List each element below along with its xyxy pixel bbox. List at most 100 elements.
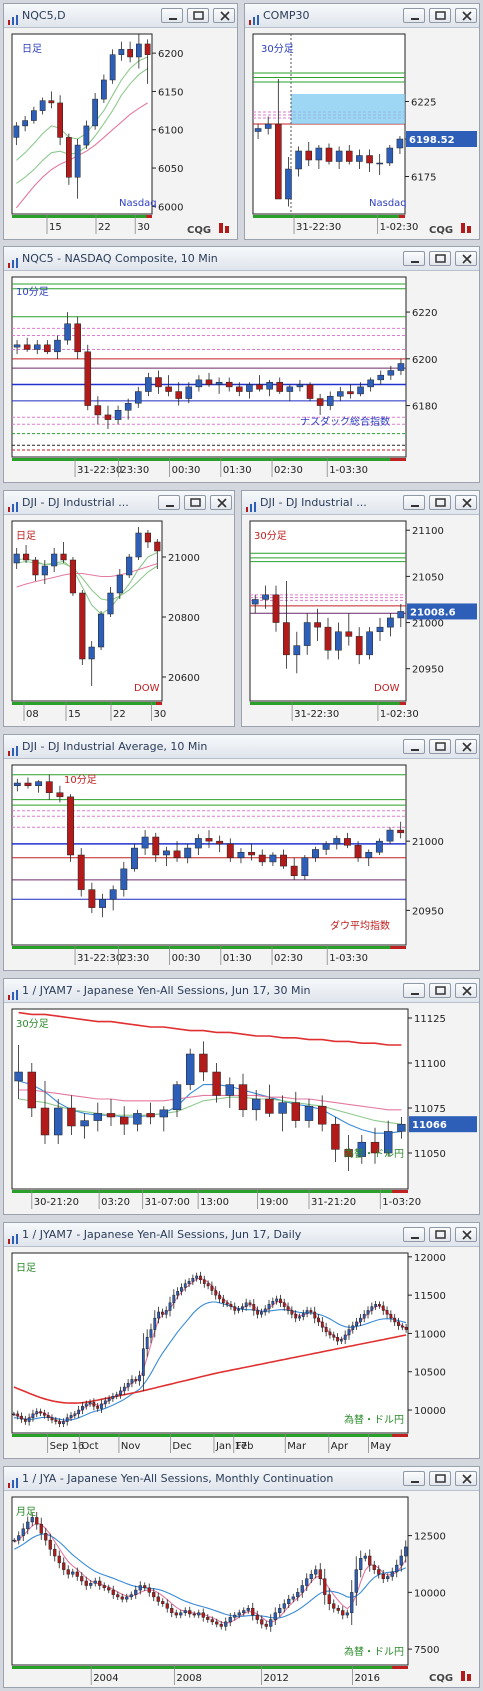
- restore-button[interactable]: [429, 8, 451, 23]
- candle: [172, 1081, 182, 1117]
- candle: [267, 1299, 271, 1314]
- restore-button[interactable]: [429, 495, 451, 510]
- candle: [44, 1527, 48, 1546]
- chart-app-icon: [8, 253, 18, 268]
- title-bar[interactable]: NQC5,D: [4, 4, 237, 28]
- close-button[interactable]: [210, 495, 232, 510]
- chart-window-jya-monthly[interactable]: 1 / JYA - Japanese Yen-All Sessions, Mon…: [3, 1466, 480, 1688]
- candle: [273, 1607, 277, 1626]
- chart-canvas[interactable]: 11050 11075 11100 11125 30-21:20 03:20 31-07:0…: [4, 979, 479, 1214]
- minimize-button[interactable]: [403, 983, 425, 998]
- candle: [31, 106, 37, 124]
- close-button[interactable]: [455, 739, 477, 754]
- plot-area[interactable]: [11, 1008, 409, 1190]
- candle: [301, 855, 309, 880]
- plot-area[interactable]: [11, 1252, 409, 1434]
- restore-icon: [435, 254, 446, 263]
- y-tick-label: 20600: [168, 673, 200, 684]
- close-button[interactable]: [455, 1471, 477, 1486]
- y-tick-label: 21000: [412, 619, 444, 630]
- candle: [300, 1580, 304, 1598]
- chart-canvas[interactable]: 6000 6050 6100 6150 6200 15 22 30 日足 Nasdaq CQG: [4, 4, 237, 239]
- plot-area[interactable]: [11, 33, 153, 215]
- close-button[interactable]: [455, 1227, 477, 1242]
- session-bar-active: [390, 946, 406, 949]
- chart-canvas[interactable]: 20600 20800 21000 08 15 22 30 日足 DOW: [4, 491, 234, 726]
- close-button[interactable]: [455, 983, 477, 998]
- minimize-button[interactable]: [403, 1471, 425, 1486]
- timeframe-label: 日足: [16, 530, 36, 542]
- candle: [22, 115, 28, 132]
- title-bar[interactable]: NQC5 - NASDAQ Composite, 10 Min: [4, 247, 479, 271]
- candle: [98, 611, 105, 650]
- title-bar[interactable]: 1 / JYA - Japanese Yen-All Sessions, Mon…: [4, 1467, 479, 1491]
- x-tick-label: 31-22:30: [296, 222, 341, 233]
- candle: [404, 1540, 408, 1563]
- candle: [377, 1565, 381, 1579]
- chart-canvas[interactable]: 61756200622531-22:301-02:3030分足Nasdaq619…: [245, 4, 479, 239]
- title-bar[interactable]: 1 / JYAM7 - Japanese Yen-All Sessions, J…: [4, 979, 479, 1003]
- close-button[interactable]: [455, 495, 477, 510]
- candle: [135, 527, 142, 560]
- minimize-button[interactable]: [403, 251, 425, 266]
- minimize-button[interactable]: [403, 495, 425, 510]
- moving-average-line: [15, 102, 148, 209]
- chart-window-dji-30min[interactable]: DJI - DJ Industrial ... 20950 21000 21050 21…: [241, 490, 480, 727]
- session-bar: [12, 458, 406, 461]
- close-button[interactable]: [455, 251, 477, 266]
- chart-window-jyam7-daily[interactable]: 1 / JYAM7 - Japanese Yen-All Sessions, J…: [3, 1222, 480, 1459]
- candle: [115, 1391, 119, 1400]
- title-bar[interactable]: DJI - DJ Industrial ...: [4, 491, 234, 515]
- chart-window-dji-10min[interactable]: DJI - DJ Industrial Average, 10 Min 20950…: [3, 734, 480, 971]
- title-bar[interactable]: DJI - DJ Industrial Average, 10 Min: [4, 735, 479, 759]
- chart-window-comp30[interactable]: COMP3061756200622531-22:301-02:3030分足Nas…: [244, 3, 480, 240]
- restore-button[interactable]: [184, 495, 206, 510]
- close-button[interactable]: [455, 8, 477, 23]
- title-bar[interactable]: COMP30: [245, 4, 479, 28]
- chart-window-nqc5-10min[interactable]: NQC5 - NASDAQ Composite, 10 Min 6180 6200 6…: [3, 246, 480, 483]
- chart-window-dji-daily[interactable]: DJI - DJ Industrial ... 20600 20800 21000 08…: [3, 490, 235, 727]
- candle: [109, 49, 116, 84]
- chart-window-nqc5-daily[interactable]: NQC5,D 6000 6050 6100 6150 6200 15 22 30 日足 Nasdaq…: [3, 3, 238, 240]
- plot-area[interactable]: [11, 1496, 409, 1666]
- candle: [13, 548, 20, 569]
- candle: [75, 1567, 79, 1581]
- restore-button[interactable]: [187, 8, 209, 23]
- restore-button[interactable]: [429, 1471, 451, 1486]
- candle: [298, 1313, 301, 1322]
- candle: [77, 848, 85, 897]
- close-button[interactable]: [213, 8, 235, 23]
- minimize-button[interactable]: [403, 8, 425, 23]
- candle: [77, 1405, 81, 1418]
- candle: [185, 382, 193, 404]
- plot-area[interactable]: [11, 764, 407, 946]
- cqg-logo-icon: [219, 223, 229, 233]
- minimize-button[interactable]: [403, 739, 425, 754]
- minimize-button[interactable]: [403, 1227, 425, 1242]
- x-tick-label: 22: [113, 709, 126, 720]
- title-bar[interactable]: 1 / JYAM7 - Japanese Yen-All Sessions, J…: [4, 1223, 479, 1247]
- candle: [98, 1576, 102, 1590]
- candle: [269, 852, 277, 867]
- minimize-button[interactable]: [161, 8, 183, 23]
- restore-button[interactable]: [429, 1227, 451, 1242]
- candle: [294, 1310, 298, 1323]
- candle: [116, 569, 123, 599]
- plot-area[interactable]: [11, 276, 407, 458]
- y-tick-label: 21000: [412, 837, 444, 848]
- candle: [153, 1310, 157, 1338]
- restore-button[interactable]: [429, 983, 451, 998]
- x-tick-label: 15: [49, 222, 62, 233]
- chart-window-jyam7-30min[interactable]: 1 / JYAM7 - Japanese Yen-All Sessions, J…: [3, 978, 480, 1215]
- minimize-button[interactable]: [158, 495, 180, 510]
- restore-button[interactable]: [429, 739, 451, 754]
- title-bar[interactable]: DJI - DJ Industrial ...: [242, 491, 479, 515]
- candle: [355, 1317, 358, 1330]
- restore-button[interactable]: [429, 251, 451, 266]
- session-bar: [250, 702, 406, 705]
